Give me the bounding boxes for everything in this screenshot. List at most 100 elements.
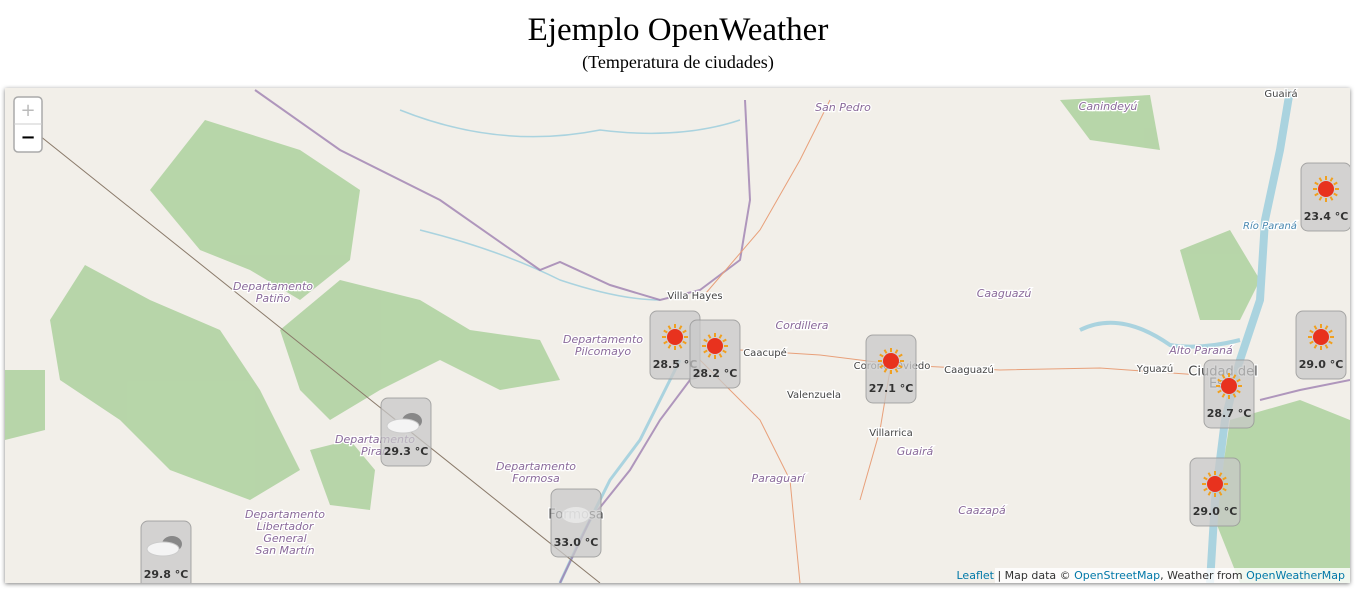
place-label: Río Paraná: [1243, 220, 1297, 232]
sun-ray: [678, 344, 683, 349]
sun-ray: [722, 338, 727, 343]
sun-ray: [678, 325, 683, 330]
attribution-bg: [995, 568, 1350, 583]
sun-ray: [1207, 472, 1212, 477]
weather-marker[interactable]: 33.0 °C: [550, 488, 602, 558]
forest: [5, 95, 1350, 583]
sun-ray: [1236, 378, 1241, 383]
sun-ray: [1218, 491, 1223, 496]
place-label: Villa Hayes: [667, 291, 722, 302]
temperature: 33.0 °C: [554, 536, 599, 549]
weather-marker[interactable]: 23.4 °C: [1300, 162, 1351, 232]
temperature: 28.2 °C: [693, 367, 738, 380]
sun-ray: [703, 349, 708, 354]
sun-ray: [1324, 325, 1329, 330]
sun-ray: [1203, 476, 1208, 481]
sun-ray: [1236, 389, 1241, 394]
sun-ray: [1314, 181, 1319, 186]
sun-ray: [707, 334, 712, 339]
place-label: Departamento: [233, 280, 313, 293]
place-label: Caacupé: [743, 347, 787, 359]
weather-marker[interactable]: 29.0 °C: [1295, 310, 1347, 380]
sun-ray: [1333, 192, 1338, 197]
place-label: Departamento: [496, 460, 576, 473]
sun-ray: [1328, 329, 1333, 334]
sun-ray: [1232, 393, 1237, 398]
sun-ray: [894, 349, 899, 354]
sun-ray: [1309, 329, 1314, 334]
attribution-text: , Weather from: [1160, 569, 1246, 582]
sun-ray: [1217, 389, 1222, 394]
temperature: 28.5 °C: [653, 358, 698, 371]
weather-marker[interactable]: 29.3 °C: [380, 397, 432, 467]
sun-ray: [1329, 177, 1334, 182]
place-label: Caaguazú: [977, 287, 1032, 300]
sun-ray: [1221, 393, 1226, 398]
map[interactable]: San Pedro Canindeyú Guairá Río Paraná Depart…: [5, 88, 1351, 589]
sun-ray: [1328, 340, 1333, 345]
sun-ray: [667, 344, 672, 349]
attribution-text: | Map data ©: [994, 569, 1074, 582]
sun-ray: [883, 368, 888, 373]
sun-ray: [1318, 196, 1323, 201]
sun-ray: [718, 334, 723, 339]
sun-ray: [894, 368, 899, 373]
sun-ray: [667, 325, 672, 330]
temperature: 27.1 °C: [869, 382, 914, 395]
weather-marker[interactable]: 29.0 °C: [1189, 457, 1241, 527]
attribution-link[interactable]: OpenWeatherMap: [1246, 569, 1345, 582]
sun: [1318, 181, 1334, 197]
sun-ray: [1324, 344, 1329, 349]
temperature: 23.4 °C: [1304, 210, 1349, 223]
cloud: [146, 541, 180, 557]
sun-ray: [1333, 181, 1338, 186]
place-label: General: [263, 532, 306, 545]
sun: [707, 338, 723, 354]
sun: [667, 329, 683, 345]
sun-ray: [1318, 177, 1323, 182]
cloud: [386, 418, 420, 434]
place-label: Yguazú: [1136, 363, 1174, 375]
temperature: 29.8 °C: [144, 568, 189, 581]
weather-marker[interactable]: 28.7 °C: [1203, 359, 1255, 429]
place-label: Departamento: [245, 508, 325, 521]
place-label: Alto Paraná: [1168, 344, 1233, 357]
place-label: Valenzuela: [787, 390, 841, 401]
place-label: San Pedro: [815, 101, 871, 114]
place-label: Formosa: [512, 472, 560, 485]
zoom-in[interactable]: +: [20, 100, 35, 121]
place-label: Cordillera: [775, 319, 828, 332]
sun-ray: [703, 338, 708, 343]
sun-ray: [898, 353, 903, 358]
attribution-link[interactable]: Leaflet: [957, 569, 995, 582]
sun-ray: [1207, 491, 1212, 496]
sun-ray: [663, 329, 668, 334]
temperature: 29.0 °C: [1299, 358, 1344, 371]
zoom-out[interactable]: −: [20, 127, 35, 148]
attribution-link[interactable]: OpenStreetMap: [1074, 569, 1160, 582]
temperature: 29.3 °C: [384, 445, 429, 458]
weather-marker[interactable]: 29.8 °C: [140, 520, 192, 589]
place-label: Caaguazú: [944, 364, 994, 376]
attribution: Leaflet | Map data © OpenStreetMap, Weat…: [957, 569, 1346, 582]
place-label: Paraguarí: [752, 472, 807, 485]
sun-ray: [663, 340, 668, 345]
sun-ray: [718, 353, 723, 358]
sun-ray: [1314, 192, 1319, 197]
sun-ray: [1232, 374, 1237, 379]
sun: [1221, 378, 1237, 394]
sun-ray: [883, 349, 888, 354]
weather-marker[interactable]: 28.2 °C: [689, 319, 741, 389]
weather-marker[interactable]: 28.5 °C: [649, 310, 701, 380]
sun-ray: [1309, 340, 1314, 345]
place-label: Guairá: [897, 445, 934, 458]
sun-ray: [707, 353, 712, 358]
weather-marker[interactable]: 27.1 °C: [865, 334, 917, 404]
zoom-control: + −: [13, 96, 43, 153]
roads: [19, 99, 1201, 583]
place-label: Canindeyú: [1079, 100, 1138, 113]
mist: [562, 507, 590, 523]
sun-ray: [879, 353, 884, 358]
sun-ray: [1203, 487, 1208, 492]
